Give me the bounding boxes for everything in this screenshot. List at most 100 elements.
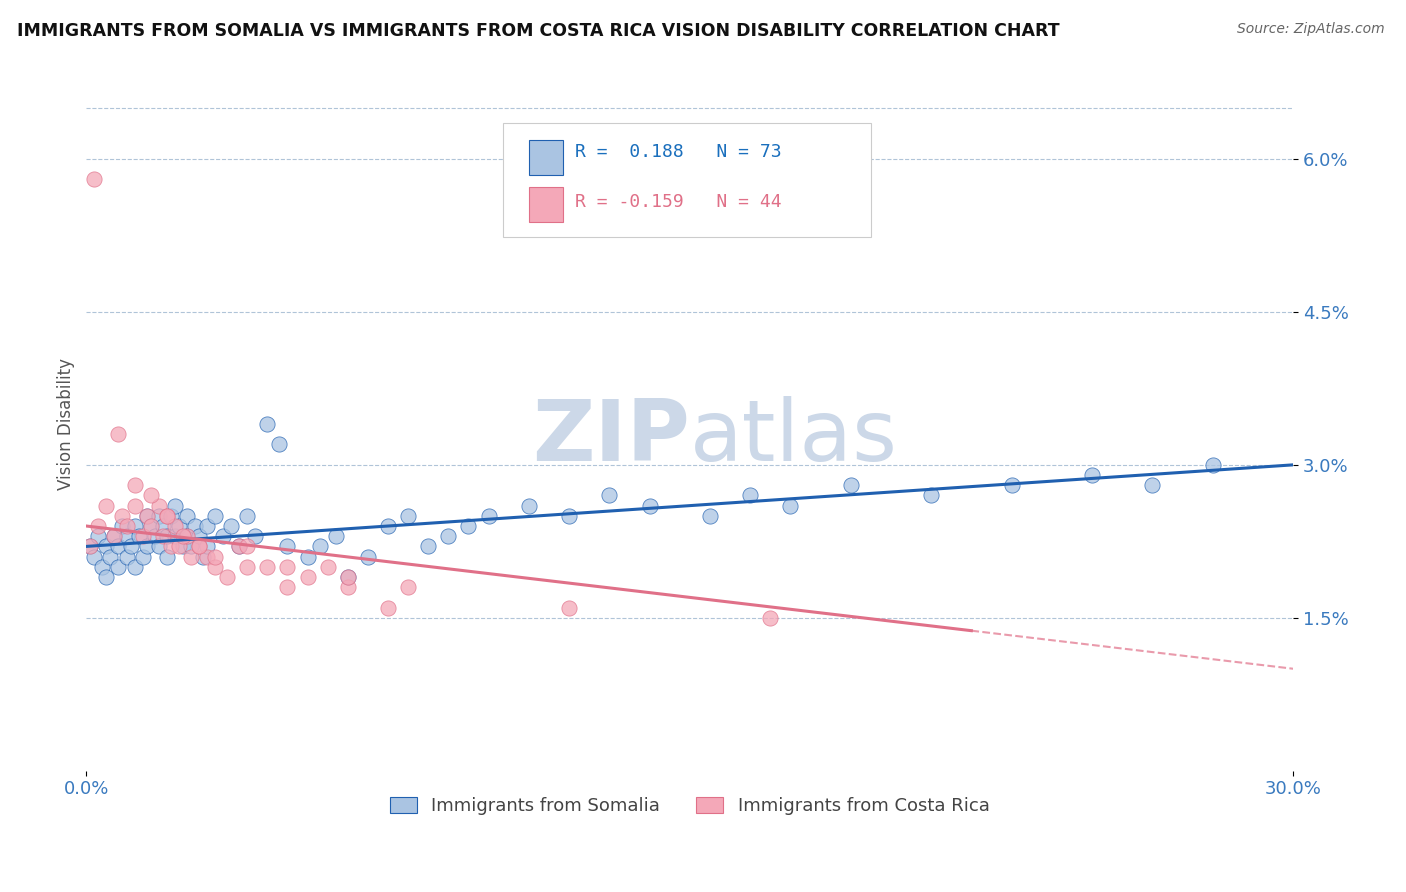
FancyBboxPatch shape (503, 122, 870, 237)
Point (100, 549, 122, 564)
Point (163, 499, 186, 513)
Point (1142, 478, 1164, 492)
Text: Source: ZipAtlas.com: Source: ZipAtlas.com (1237, 22, 1385, 37)
Point (124, 499, 146, 513)
Point (131, 529, 153, 543)
Point (176, 529, 198, 543)
Point (236, 540, 259, 554)
Point (759, 611, 782, 625)
Point (839, 478, 862, 492)
Legend: Immigrants from Somalia, Immigrants from Costa Rica: Immigrants from Somalia, Immigrants from… (381, 788, 998, 824)
Point (437, 529, 460, 543)
Point (87, 519, 110, 533)
Text: IMMIGRANTS FROM SOMALIA VS IMMIGRANTS FROM COSTA RICA VISION DISABILITY CORRELAT: IMMIGRANTS FROM SOMALIA VS IMMIGRANTS FR… (17, 22, 1060, 40)
Point (152, 529, 174, 543)
Point (779, 499, 801, 513)
Point (143, 529, 166, 543)
Point (124, 559, 146, 574)
Bar (529, 140, 562, 175)
Point (156, 508, 179, 523)
Point (195, 549, 218, 564)
Point (135, 540, 157, 554)
Point (245, 529, 267, 543)
Point (124, 478, 146, 492)
Point (1202, 458, 1225, 472)
Point (1081, 468, 1104, 483)
Point (115, 529, 138, 543)
Point (256, 417, 278, 431)
Point (103, 529, 125, 543)
Point (377, 600, 399, 615)
Point (184, 519, 207, 533)
Point (308, 540, 330, 554)
Point (83, 549, 105, 564)
Point (228, 540, 250, 554)
Point (83, 172, 105, 186)
Text: atlas: atlas (690, 396, 898, 479)
Point (152, 519, 174, 533)
Y-axis label: Vision Disability: Vision Disability (58, 358, 75, 490)
Point (204, 549, 226, 564)
Point (167, 540, 190, 554)
Point (148, 540, 170, 554)
Point (180, 549, 202, 564)
Point (1000, 478, 1022, 492)
Bar (529, 187, 562, 222)
Point (478, 508, 501, 523)
Point (336, 570, 359, 584)
Point (325, 529, 347, 543)
Point (638, 499, 661, 513)
Point (107, 540, 129, 554)
Point (418, 540, 440, 554)
Point (139, 519, 162, 533)
Point (195, 540, 218, 554)
Point (195, 519, 218, 533)
Point (159, 540, 181, 554)
Point (204, 559, 226, 574)
Point (187, 540, 209, 554)
Point (111, 508, 134, 523)
Point (79, 540, 101, 554)
Point (517, 499, 540, 513)
Point (920, 488, 942, 502)
Point (120, 540, 142, 554)
Point (172, 540, 194, 554)
Point (316, 559, 339, 574)
Point (107, 427, 129, 442)
Point (111, 519, 134, 533)
Point (148, 508, 170, 523)
Point (79, 540, 101, 554)
Point (236, 559, 259, 574)
Point (163, 529, 186, 543)
Point (191, 549, 214, 564)
Point (228, 540, 250, 554)
Point (204, 508, 226, 523)
Point (219, 519, 242, 533)
Text: ZIP: ZIP (531, 396, 690, 479)
Point (336, 570, 359, 584)
Point (217, 570, 239, 584)
Point (180, 540, 202, 554)
Point (139, 519, 162, 533)
Point (107, 559, 129, 574)
Point (377, 519, 399, 533)
Point (96, 540, 118, 554)
Point (457, 519, 479, 533)
Point (91, 559, 114, 574)
Point (96, 570, 118, 584)
Point (156, 549, 179, 564)
Point (276, 559, 298, 574)
Point (357, 549, 380, 564)
Point (297, 549, 319, 564)
Point (276, 580, 298, 594)
Point (167, 519, 190, 533)
Point (103, 529, 125, 543)
Point (699, 508, 721, 523)
Point (336, 580, 359, 594)
Point (740, 488, 762, 502)
Point (148, 499, 170, 513)
Point (115, 549, 138, 564)
Point (269, 437, 291, 451)
Point (187, 529, 209, 543)
Point (124, 519, 146, 533)
